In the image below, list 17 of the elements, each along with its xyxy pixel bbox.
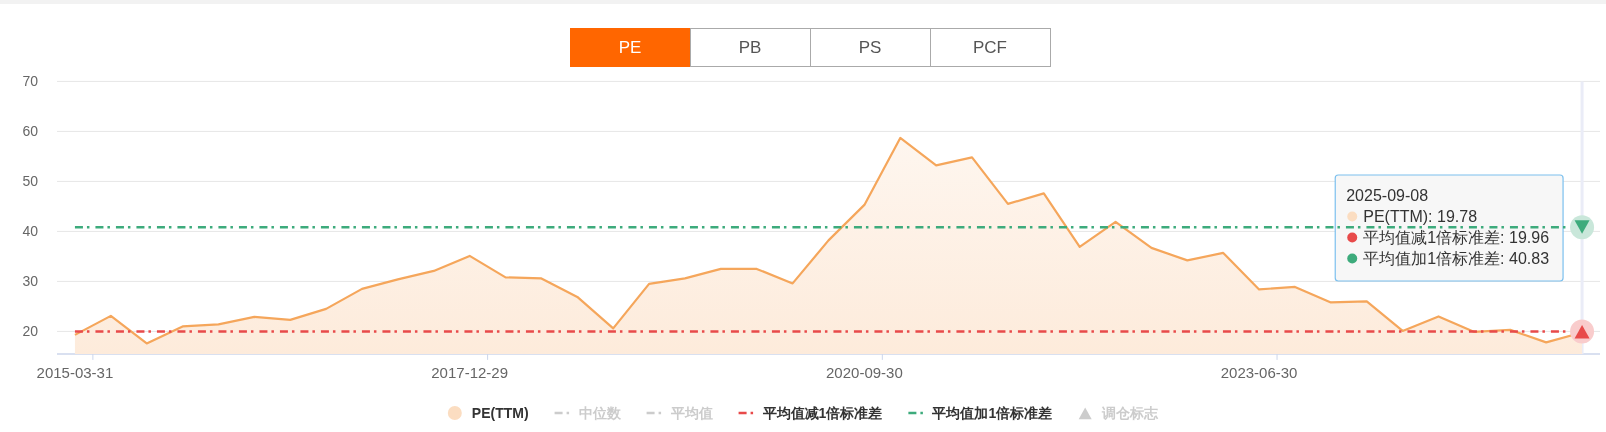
- y-tick-label: 60: [22, 123, 39, 140]
- annotation: 平均值减1倍标准差: 19.96: [1363, 229, 1550, 246]
- x-tick-label: 2020-09-30: [826, 364, 903, 381]
- annotation: PE(TTM): 19.78: [1363, 208, 1478, 225]
- x-tick-label: 2017-12-29: [431, 364, 509, 381]
- annotation: 2025-09-08: [1346, 187, 1429, 204]
- x-tick-label: 2015-03-31: [36, 364, 114, 381]
- x-tick-label: 2023-06-30: [1220, 364, 1298, 381]
- y-tick-label: 40: [22, 223, 39, 240]
- y-tick-label: 50: [22, 173, 39, 190]
- y-tick-label: 20: [22, 323, 39, 340]
- y-tick-label: 70: [22, 73, 39, 90]
- legend-label: 平均值减1倍标准差: [761, 405, 883, 421]
- legend-label: PE(TTM): [471, 405, 529, 421]
- y-tick-label: 30: [22, 273, 39, 290]
- annotation: 平均值加1倍标准差: 40.83: [1363, 250, 1550, 267]
- legend-label: 平均值加1倍标准差: [931, 405, 1053, 421]
